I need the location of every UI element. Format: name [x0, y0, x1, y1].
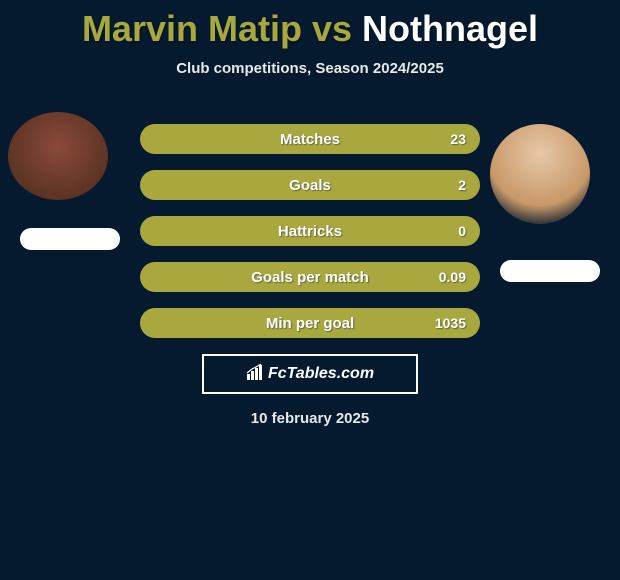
subtitle: Club competitions, Season 2024/2025	[0, 60, 620, 77]
title-player2: Nothnagel	[362, 8, 538, 49]
stat-label: Goals per match	[251, 269, 369, 286]
stat-label: Matches	[280, 131, 340, 148]
stat-label: Hattricks	[278, 223, 342, 240]
comparison-title: Marvin Matip vs Nothnagel	[0, 0, 620, 50]
stat-value: 1035	[435, 315, 466, 331]
player1-avatar	[8, 112, 108, 200]
stat-row-goals: Goals 2	[140, 170, 480, 200]
stat-row-hattricks: Hattricks 0	[140, 216, 480, 246]
chart-icon	[246, 363, 264, 386]
logo-box: FcTables.com	[202, 354, 418, 394]
logo-text: FcTables.com	[268, 365, 374, 383]
stat-row-matches: Matches 23	[140, 124, 480, 154]
player2-name-pill	[500, 260, 600, 282]
stat-value: 2	[458, 177, 466, 193]
stat-value: 0.09	[439, 269, 466, 285]
stat-row-goals-per-match: Goals per match 0.09	[140, 262, 480, 292]
stat-label: Min per goal	[266, 315, 354, 332]
stat-value: 23	[450, 131, 466, 147]
stat-row-min-per-goal: Min per goal 1035	[140, 308, 480, 338]
stat-label: Goals	[289, 177, 331, 194]
stats-container: Matches 23 Goals 2 Hattricks 0 Goals per…	[140, 124, 480, 354]
date-text: 10 february 2025	[0, 410, 620, 427]
title-vs: vs	[312, 8, 352, 49]
title-player1: Marvin Matip	[82, 8, 302, 49]
player2-avatar	[490, 124, 590, 224]
stat-value: 0	[458, 223, 466, 239]
player1-name-pill	[20, 228, 120, 250]
